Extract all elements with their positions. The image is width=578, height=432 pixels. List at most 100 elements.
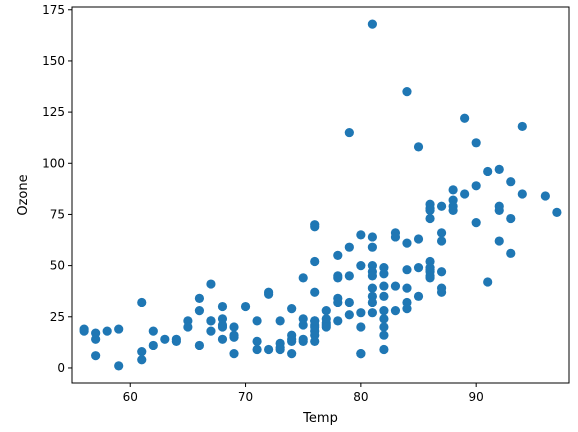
y-tick-label: 100 [42, 156, 65, 170]
data-point [517, 121, 527, 132]
data-point [333, 250, 343, 260]
data-point [217, 301, 228, 312]
data-point [194, 306, 205, 316]
data-point [206, 279, 216, 289]
data-point [402, 238, 412, 248]
data-point [79, 326, 89, 336]
data-point [436, 236, 447, 246]
data-point [517, 189, 527, 199]
data-point [367, 19, 377, 29]
data-point [436, 228, 447, 238]
data-point [390, 281, 401, 291]
data-point [390, 232, 401, 242]
data-point [471, 138, 481, 148]
y-tick-label: 50 [50, 259, 65, 273]
data-point [356, 349, 366, 359]
data-point [229, 322, 239, 332]
data-point [321, 306, 331, 316]
data-point [171, 336, 181, 346]
data-point [379, 330, 389, 340]
data-point [367, 271, 377, 281]
data-point [321, 322, 331, 332]
data-point [252, 316, 262, 326]
data-point [379, 314, 389, 324]
x-axis-label: Temp [302, 411, 338, 426]
data-point [275, 344, 285, 355]
data-point [367, 308, 377, 318]
data-point [413, 291, 424, 301]
y-tick-label: 175 [42, 3, 65, 17]
data-point [379, 344, 389, 355]
data-point [356, 322, 366, 332]
data-point [460, 189, 470, 199]
data-point [379, 281, 389, 291]
data-point [379, 291, 389, 301]
data-point [402, 304, 412, 314]
data-point [367, 242, 377, 252]
data-point [229, 330, 239, 340]
data-point [413, 142, 424, 152]
y-axis-ticks: 0 25 50 75 100 125 150 175 [42, 3, 72, 375]
data-point [114, 324, 124, 334]
data-point [471, 218, 481, 228]
data-point [287, 336, 297, 346]
y-tick-label: 150 [42, 54, 65, 68]
data-point [367, 297, 377, 308]
data-point [91, 328, 101, 338]
data-point [194, 340, 205, 351]
y-tick-label: 25 [50, 310, 65, 324]
data-point [379, 322, 389, 332]
data-point [425, 213, 435, 224]
data-point [275, 316, 285, 326]
data-point [333, 273, 343, 283]
data-point [298, 320, 308, 330]
data-point [344, 242, 354, 252]
data-point [344, 271, 354, 281]
data-point [402, 283, 412, 293]
x-tick-label: 80 [353, 390, 368, 404]
data-point [264, 289, 274, 299]
data-point [506, 177, 516, 187]
data-point [310, 316, 320, 326]
data-point [240, 301, 251, 312]
data-point [494, 236, 504, 246]
data-point [413, 263, 424, 273]
data-point [137, 297, 147, 308]
data-point [494, 205, 504, 215]
data-point [448, 205, 458, 215]
data-point [206, 326, 216, 336]
data-point [356, 261, 366, 271]
data-point [483, 166, 493, 177]
data-point [344, 310, 354, 320]
data-point [344, 127, 354, 138]
data-point [413, 234, 424, 244]
data-point [310, 336, 320, 346]
data-point [367, 283, 377, 293]
data-point [356, 230, 366, 240]
data-point [471, 181, 481, 191]
data-point [356, 308, 366, 318]
data-point [344, 297, 354, 308]
data-point [229, 349, 239, 359]
data-point [436, 267, 447, 277]
data-point [252, 344, 262, 355]
data-point [298, 273, 308, 283]
data-point [425, 273, 435, 283]
data-point [506, 248, 516, 258]
data-point [448, 185, 458, 195]
data-point [183, 322, 193, 332]
data-point [264, 344, 274, 355]
data-point [379, 306, 389, 316]
data-point [552, 207, 562, 217]
data-point [252, 336, 262, 346]
data-point [333, 316, 343, 326]
data-point [460, 113, 470, 123]
data-point [194, 293, 205, 303]
data-point [102, 326, 112, 336]
y-tick-label: 75 [50, 207, 65, 221]
data-point [298, 336, 308, 346]
data-point [540, 191, 550, 201]
x-tick-label: 60 [123, 390, 138, 404]
